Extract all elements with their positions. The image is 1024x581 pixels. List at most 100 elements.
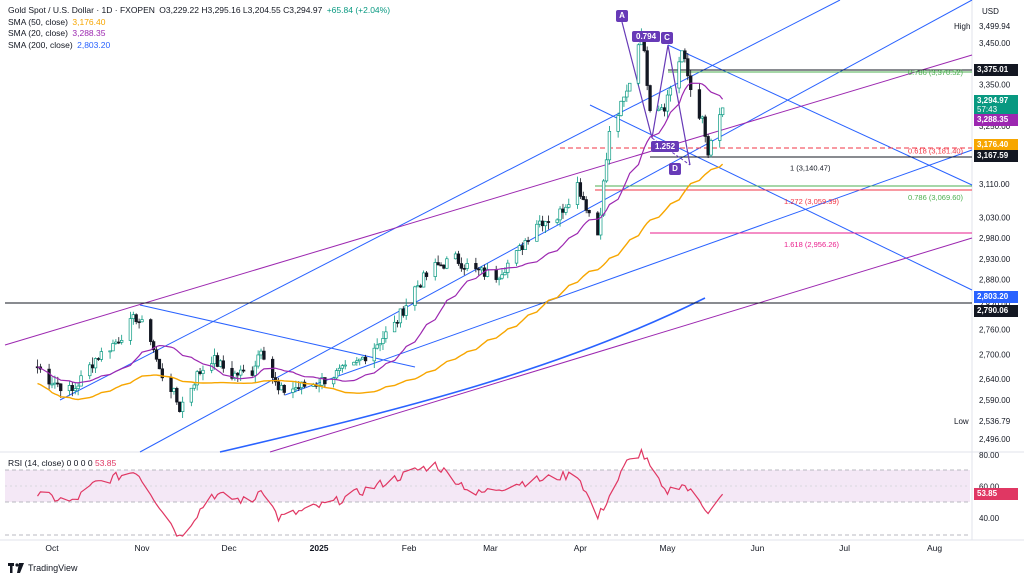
candle-body [538, 220, 542, 225]
candle-body [192, 384, 196, 389]
candle-body [212, 355, 217, 365]
legend-sma20[interactable]: SMA (20, close) 3,288.35 [8, 28, 390, 40]
candle-body [276, 381, 281, 391]
candle-body [178, 401, 182, 412]
candle-body [323, 377, 327, 385]
candle-body [584, 199, 588, 211]
candle-body [720, 107, 725, 116]
candle-body [73, 388, 77, 391]
countdown-tag: 57:43 [974, 104, 1018, 116]
candle-body [419, 285, 423, 288]
candle-body [645, 50, 649, 86]
price-tick: 3,030.00 [979, 213, 1011, 222]
candle-body [239, 369, 243, 376]
candle-body [331, 377, 336, 385]
pattern-point-a[interactable]: A [616, 10, 628, 22]
candle-body [575, 182, 580, 205]
candle-body [50, 383, 54, 386]
candle-body [433, 262, 437, 277]
price-tick: 3,110.00 [979, 180, 1010, 189]
price-tag-3167: 3,167.59 [974, 150, 1018, 162]
fib-label: 0.618 (3,181.40) [908, 146, 964, 155]
price-tick: 2,760.00 [979, 325, 1011, 334]
candle-body [599, 214, 603, 236]
candle-body [442, 264, 446, 269]
candle-body [59, 383, 63, 392]
candle-body [79, 375, 83, 387]
pattern-point-c[interactable]: C [661, 32, 673, 44]
candle-body [96, 358, 101, 360]
candle-body [120, 340, 124, 343]
candle-body [384, 331, 388, 339]
time-tick: Mar [483, 543, 498, 553]
high-value: 3,499.94 [979, 22, 1011, 31]
channel-line-upper-1 [59, 0, 841, 401]
candle-body [117, 341, 121, 344]
candle-body [90, 364, 95, 369]
legend-symbol-row: Gold Spot / U.S. Dollar · 1D · FXOPEN O3… [8, 5, 390, 17]
candle-body [76, 385, 80, 389]
legend-sma200[interactable]: SMA (200, close) 2,803.20 [8, 40, 390, 52]
candle-body [189, 387, 194, 403]
candle-body [160, 368, 164, 379]
price-tag-sma20: 3,288.35 [974, 114, 1018, 126]
price-tick: 2,880.00 [979, 276, 1011, 285]
candle-body [294, 387, 298, 390]
ratio-ac: 0.794 [632, 31, 661, 42]
candle-body [523, 240, 527, 250]
candle-body [616, 115, 620, 132]
candle-body [392, 321, 397, 333]
footer[interactable]: TradingView [8, 563, 78, 573]
candle-body [564, 206, 568, 213]
price-tick: 3,250.00 [979, 122, 1011, 131]
candle-body [375, 344, 379, 349]
candle-body [180, 401, 185, 412]
candle-body [47, 368, 51, 385]
candle-body [259, 350, 263, 356]
ohlc-values: O3,229.22 H3,295.16 L3,204.55 C3,294.97 [159, 5, 323, 15]
candle-body [401, 308, 405, 316]
time-tick: Feb [402, 543, 417, 553]
fib-label: 1.272 (3,059.39) [784, 197, 840, 206]
candle-body [718, 114, 722, 141]
candle-body [201, 369, 205, 374]
candle-body [372, 347, 376, 362]
candle-body [273, 377, 278, 383]
time-tick: Jun [751, 543, 765, 553]
candle-body [445, 258, 449, 269]
rsi-axis-ticks: 80.00 60.00 40.00 [979, 451, 1000, 523]
price-tick: 2,980.00 [979, 234, 1011, 243]
purple-channel-lower [269, 237, 973, 453]
candle-body [291, 388, 295, 393]
change-value: +65.84 (+2.04%) [326, 5, 391, 15]
candle-body [337, 367, 342, 371]
price-tag-3375: 3,375.01 [974, 64, 1018, 76]
time-tick: Nov [134, 543, 150, 553]
rsi-legend[interactable]: RSI (14, close) 0 0 0 0 53.85 [8, 458, 116, 468]
legend-sma50[interactable]: SMA (50, close) 3,176.40 [8, 17, 390, 29]
candle-body [404, 305, 408, 316]
candle-body [108, 350, 112, 353]
candle-body [421, 272, 426, 288]
candle-body [70, 385, 74, 391]
rsi-label: RSI (14, close) [8, 458, 65, 468]
pattern-point-d[interactable]: D [669, 163, 681, 175]
candle-body [99, 351, 104, 360]
candle-body [56, 382, 60, 385]
sma200-line [219, 297, 706, 453]
candle-body [279, 384, 284, 391]
candle-body [668, 87, 673, 96]
chart-legend: Gold Spot / U.S. Dollar · 1D · FXOPEN O3… [8, 5, 390, 51]
candle-body [520, 245, 524, 250]
price-tag-sma50: 3,176.40 [974, 139, 1018, 151]
candle-body [154, 349, 159, 360]
price-tick: 3,350.00 [979, 81, 1011, 90]
time-tick: Oct [45, 543, 59, 553]
candle-body [137, 321, 141, 324]
sma20-label: SMA (20, close) [8, 28, 68, 38]
price-axis-ticks: 3,450.003,350.003,250.003,190.003,110.00… [979, 39, 1011, 444]
candle-body [703, 116, 707, 137]
candle-body [262, 350, 266, 360]
time-tick: Aug [927, 543, 942, 553]
